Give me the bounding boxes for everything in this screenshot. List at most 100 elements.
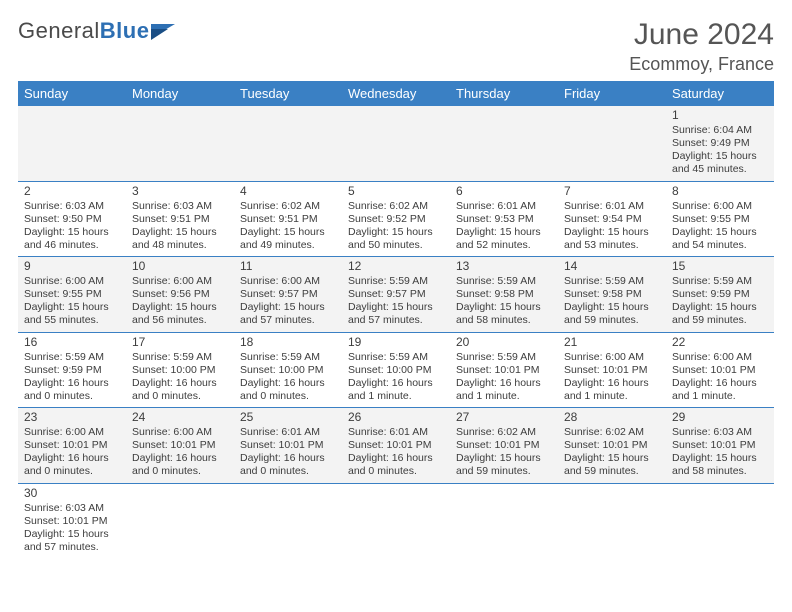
location-text: Ecommoy, France xyxy=(629,54,774,75)
day-number: 20 xyxy=(456,335,552,350)
sunrise-text: Sunrise: 6:03 AM xyxy=(672,426,768,439)
sunset-text: Sunset: 10:01 PM xyxy=(672,439,768,452)
day-header-row: Sunday Monday Tuesday Wednesday Thursday… xyxy=(18,81,774,106)
sunset-text: Sunset: 10:01 PM xyxy=(240,439,336,452)
calendar-table: Sunday Monday Tuesday Wednesday Thursday… xyxy=(18,81,774,558)
sunrise-text: Sunrise: 6:01 AM xyxy=(564,200,660,213)
sunrise-text: Sunrise: 6:03 AM xyxy=(24,200,120,213)
daylight-text: Daylight: 15 hours and 45 minutes. xyxy=(672,150,768,176)
day-number: 28 xyxy=(564,410,660,425)
sunrise-text: Sunrise: 6:00 AM xyxy=(132,426,228,439)
day-number: 13 xyxy=(456,259,552,274)
day-header: Sunday xyxy=(18,81,126,106)
calendar-day-cell: 30Sunrise: 6:03 AMSunset: 10:01 PMDaylig… xyxy=(18,483,126,558)
sunset-text: Sunset: 10:00 PM xyxy=(132,364,228,377)
sunset-text: Sunset: 10:01 PM xyxy=(24,439,120,452)
calendar-day-cell: 13Sunrise: 5:59 AMSunset: 9:58 PMDayligh… xyxy=(450,257,558,333)
sunrise-text: Sunrise: 5:59 AM xyxy=(132,351,228,364)
day-number: 12 xyxy=(348,259,444,274)
day-number: 4 xyxy=(240,184,336,199)
daylight-text: Daylight: 15 hours and 59 minutes. xyxy=(564,301,660,327)
sunrise-text: Sunrise: 6:02 AM xyxy=(456,426,552,439)
calendar-empty-cell xyxy=(450,106,558,181)
day-header: Friday xyxy=(558,81,666,106)
day-number: 3 xyxy=(132,184,228,199)
sunset-text: Sunset: 9:59 PM xyxy=(24,364,120,377)
day-number: 23 xyxy=(24,410,120,425)
day-number: 21 xyxy=(564,335,660,350)
calendar-day-cell: 21Sunrise: 6:00 AMSunset: 10:01 PMDaylig… xyxy=(558,332,666,408)
sunrise-text: Sunrise: 6:02 AM xyxy=(240,200,336,213)
calendar-day-cell: 6Sunrise: 6:01 AMSunset: 9:53 PMDaylight… xyxy=(450,181,558,257)
sunset-text: Sunset: 9:55 PM xyxy=(24,288,120,301)
sunrise-text: Sunrise: 6:01 AM xyxy=(456,200,552,213)
sunrise-text: Sunrise: 5:59 AM xyxy=(456,275,552,288)
sunset-text: Sunset: 9:58 PM xyxy=(564,288,660,301)
sunrise-text: Sunrise: 6:01 AM xyxy=(240,426,336,439)
sunset-text: Sunset: 9:49 PM xyxy=(672,137,768,150)
day-header: Saturday xyxy=(666,81,774,106)
daylight-text: Daylight: 15 hours and 57 minutes. xyxy=(348,301,444,327)
sunrise-text: Sunrise: 6:00 AM xyxy=(672,200,768,213)
sunset-text: Sunset: 10:01 PM xyxy=(456,364,552,377)
daylight-text: Daylight: 16 hours and 0 minutes. xyxy=(24,452,120,478)
sunset-text: Sunset: 9:55 PM xyxy=(672,213,768,226)
daylight-text: Daylight: 15 hours and 49 minutes. xyxy=(240,226,336,252)
calendar-day-cell: 22Sunrise: 6:00 AMSunset: 10:01 PMDaylig… xyxy=(666,332,774,408)
day-number: 18 xyxy=(240,335,336,350)
calendar-day-cell: 24Sunrise: 6:00 AMSunset: 10:01 PMDaylig… xyxy=(126,408,234,484)
header-bar: GeneralBlue June 2024 Ecommoy, France xyxy=(18,18,774,75)
calendar-week-row: 1Sunrise: 6:04 AMSunset: 9:49 PMDaylight… xyxy=(18,106,774,181)
calendar-empty-cell xyxy=(450,483,558,558)
sunrise-text: Sunrise: 6:02 AM xyxy=(348,200,444,213)
sunset-text: Sunset: 9:57 PM xyxy=(348,288,444,301)
daylight-text: Daylight: 16 hours and 1 minute. xyxy=(672,377,768,403)
sunset-text: Sunset: 10:01 PM xyxy=(348,439,444,452)
daylight-text: Daylight: 15 hours and 59 minutes. xyxy=(456,452,552,478)
day-number: 11 xyxy=(240,259,336,274)
day-number: 24 xyxy=(132,410,228,425)
day-number: 9 xyxy=(24,259,120,274)
daylight-text: Daylight: 16 hours and 1 minute. xyxy=(564,377,660,403)
sunset-text: Sunset: 9:50 PM xyxy=(24,213,120,226)
daylight-text: Daylight: 15 hours and 54 minutes. xyxy=(672,226,768,252)
day-number: 7 xyxy=(564,184,660,199)
calendar-week-row: 23Sunrise: 6:00 AMSunset: 10:01 PMDaylig… xyxy=(18,408,774,484)
calendar-day-cell: 14Sunrise: 5:59 AMSunset: 9:58 PMDayligh… xyxy=(558,257,666,333)
calendar-day-cell: 15Sunrise: 5:59 AMSunset: 9:59 PMDayligh… xyxy=(666,257,774,333)
sunset-text: Sunset: 10:01 PM xyxy=(672,364,768,377)
calendar-day-cell: 19Sunrise: 5:59 AMSunset: 10:00 PMDaylig… xyxy=(342,332,450,408)
sunset-text: Sunset: 9:58 PM xyxy=(456,288,552,301)
calendar-day-cell: 8Sunrise: 6:00 AMSunset: 9:55 PMDaylight… xyxy=(666,181,774,257)
sunset-text: Sunset: 9:51 PM xyxy=(240,213,336,226)
calendar-empty-cell xyxy=(342,483,450,558)
sunrise-text: Sunrise: 5:59 AM xyxy=(672,275,768,288)
day-number: 14 xyxy=(564,259,660,274)
sunset-text: Sunset: 9:53 PM xyxy=(456,213,552,226)
daylight-text: Daylight: 15 hours and 53 minutes. xyxy=(564,226,660,252)
calendar-empty-cell xyxy=(558,106,666,181)
daylight-text: Daylight: 16 hours and 0 minutes. xyxy=(24,377,120,403)
day-number: 2 xyxy=(24,184,120,199)
daylight-text: Daylight: 16 hours and 0 minutes. xyxy=(132,452,228,478)
sunrise-text: Sunrise: 6:04 AM xyxy=(672,124,768,137)
daylight-text: Daylight: 15 hours and 59 minutes. xyxy=(564,452,660,478)
day-number: 8 xyxy=(672,184,768,199)
brand-part1: General xyxy=(18,18,100,44)
calendar-day-cell: 12Sunrise: 5:59 AMSunset: 9:57 PMDayligh… xyxy=(342,257,450,333)
sunset-text: Sunset: 9:56 PM xyxy=(132,288,228,301)
sunset-text: Sunset: 10:01 PM xyxy=(564,439,660,452)
calendar-day-cell: 2Sunrise: 6:03 AMSunset: 9:50 PMDaylight… xyxy=(18,181,126,257)
sunrise-text: Sunrise: 6:00 AM xyxy=(24,275,120,288)
daylight-text: Daylight: 15 hours and 50 minutes. xyxy=(348,226,444,252)
day-number: 27 xyxy=(456,410,552,425)
day-number: 26 xyxy=(348,410,444,425)
daylight-text: Daylight: 15 hours and 58 minutes. xyxy=(672,452,768,478)
daylight-text: Daylight: 16 hours and 0 minutes. xyxy=(240,452,336,478)
day-number: 10 xyxy=(132,259,228,274)
calendar-empty-cell xyxy=(126,483,234,558)
daylight-text: Daylight: 15 hours and 57 minutes. xyxy=(240,301,336,327)
day-header: Wednesday xyxy=(342,81,450,106)
calendar-empty-cell xyxy=(666,483,774,558)
calendar-empty-cell xyxy=(234,483,342,558)
